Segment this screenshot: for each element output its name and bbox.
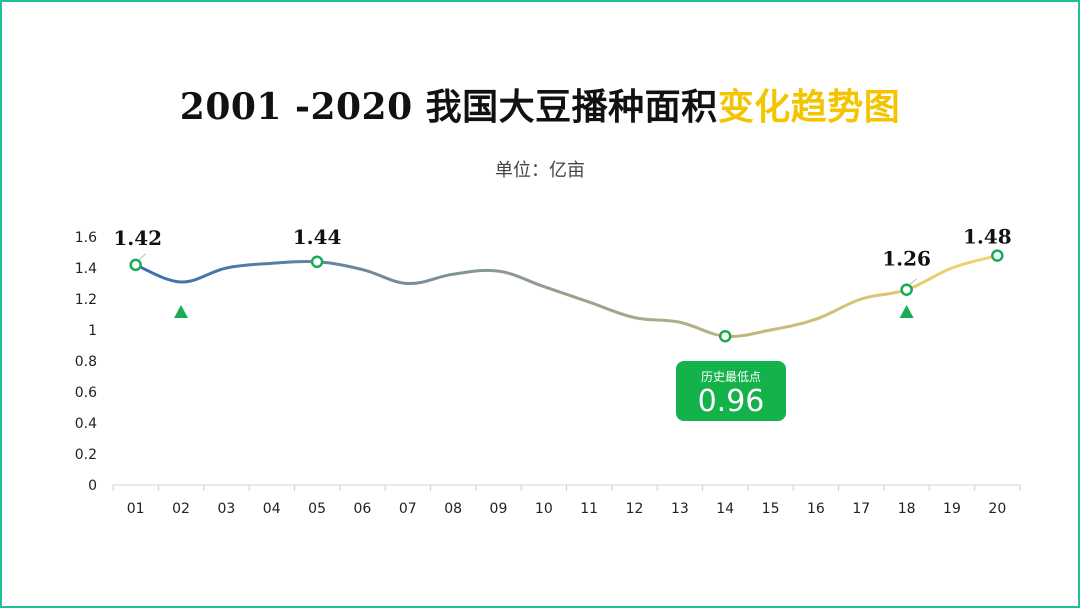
x-tick-label: 04 <box>263 501 281 517</box>
data-point-01 <box>129 258 142 272</box>
y-tick-label: 0.2 <box>75 447 97 463</box>
data-label-01: 1.42 <box>113 226 162 250</box>
chart-title: 2001 -2020 我国大豆播种面积变化趋势图 <box>0 78 1080 130</box>
y-tick-label: 0.8 <box>75 354 97 370</box>
x-tick-label: 07 <box>399 501 417 517</box>
x-tick-label: 19 <box>943 501 961 517</box>
series-line <box>134 254 999 338</box>
y-tick-label: 1 <box>88 323 97 339</box>
y-tick-label: 1.6 <box>75 230 97 246</box>
x-tick-label: 10 <box>535 501 553 517</box>
y-tick-label: 0.6 <box>75 385 97 401</box>
label-leader-line <box>138 253 147 261</box>
x-tick-label: 16 <box>807 501 825 517</box>
x-tick-label: 09 <box>490 501 508 517</box>
callout-value: 0.96 <box>697 384 765 419</box>
x-tick-label: 03 <box>217 501 235 517</box>
data-point-14 <box>718 329 732 343</box>
data-point-20 <box>991 249 1004 262</box>
increase-triangle-icon <box>899 305 914 318</box>
y-tick-label: 0 <box>88 478 97 494</box>
data-label-05: 1.44 <box>293 225 342 249</box>
x-tick-label: 13 <box>671 501 689 517</box>
x-tick-label: 15 <box>762 501 780 517</box>
x-tick-label: 01 <box>127 501 145 517</box>
x-tick-label: 08 <box>444 501 462 517</box>
y-tick-label: 0.4 <box>75 416 97 432</box>
label-leader-line <box>909 278 917 286</box>
x-tick-label: 20 <box>988 501 1006 517</box>
x-tick-label: 17 <box>852 501 870 517</box>
x-tick-label: 11 <box>580 501 598 517</box>
chart-title-main: 2001 -2020 我国大豆播种面积 <box>179 86 718 128</box>
y-tick-label: 1.4 <box>75 261 97 277</box>
x-tick-label: 02 <box>172 501 190 517</box>
data-point-05 <box>310 255 324 269</box>
increase-triangle-icon <box>174 305 189 318</box>
lowest-point-callout: 历史最低点 0.96 <box>676 361 786 421</box>
chart-title-highlight: 变化趋势图 <box>717 86 901 128</box>
x-tick-label: 06 <box>354 501 372 517</box>
x-tick-label: 14 <box>716 501 734 517</box>
data-label-18: 1.26 <box>882 247 931 271</box>
data-point-18 <box>900 283 913 296</box>
x-tick-label: 05 <box>308 501 326 517</box>
x-tick-label: 12 <box>626 501 644 517</box>
chart-subtitle: 单位：亿亩 <box>495 160 585 181</box>
y-tick-label: 1.2 <box>75 292 97 308</box>
callout-label: 历史最低点 <box>700 370 761 384</box>
data-label-20: 1.48 <box>963 225 1012 249</box>
x-tick-label: 18 <box>898 501 916 517</box>
